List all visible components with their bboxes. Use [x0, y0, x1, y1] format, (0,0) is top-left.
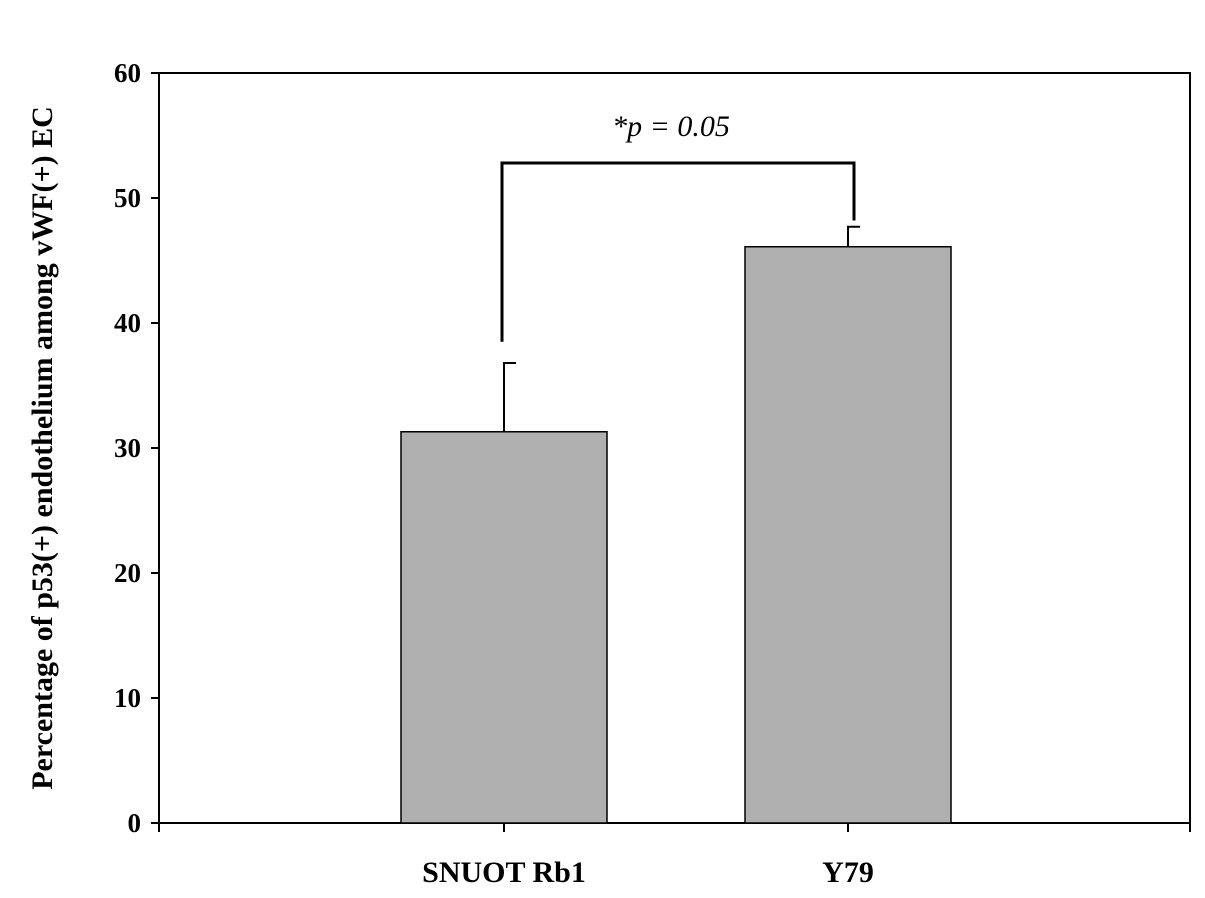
y-axis: 0 10 20 30 40 50 60 — [114, 58, 159, 838]
plot-frame — [158, 72, 1191, 824]
y-tick-label: 0 — [128, 808, 142, 838]
error-bars — [503, 225, 860, 432]
y-tick-label: 30 — [114, 433, 141, 463]
x-category-label: SNUOT Rb1 — [422, 856, 586, 889]
x-axis: SNUOT Rb1 Y79 — [158, 823, 1191, 889]
y-tick-label: 50 — [114, 183, 141, 213]
bracket-line — [500, 161, 856, 342]
bar — [744, 246, 952, 824]
y-tick-label: 60 — [114, 58, 141, 88]
x-category-label: Y79 — [822, 856, 874, 889]
significance-bracket — [500, 161, 856, 342]
y-tick-label: 20 — [114, 558, 141, 588]
significance-annotation: *p = 0.05 — [612, 110, 730, 143]
bar — [400, 431, 608, 824]
bars — [400, 246, 952, 824]
y-tick-label: 10 — [114, 683, 141, 713]
y-axis-label: Percentage of p53(+) endothelium among v… — [26, 106, 59, 790]
y-tick-label: 40 — [114, 308, 141, 338]
